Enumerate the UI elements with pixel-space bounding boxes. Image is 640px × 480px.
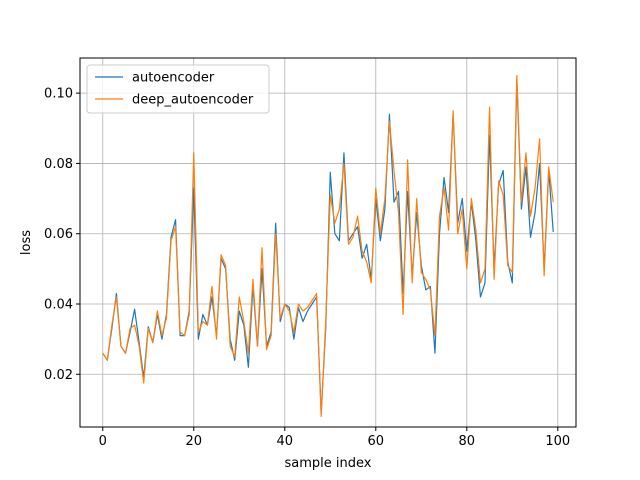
axis-ticks: 0 20 40 60 80 100 0.02 0.04 0.06 0.08 0.10 (44, 87, 570, 449)
x-tick-label: 100 (545, 434, 570, 449)
legend-label-deep-autoencoder: deep_autoencoder (132, 93, 254, 108)
legend-label-autoencoder: autoencoder (132, 71, 215, 86)
legend-box (86, 64, 270, 114)
plot-frame (79, 57, 577, 428)
x-tick-label: 60 (368, 434, 385, 449)
grid-lines (80, 58, 576, 427)
y-tick-label: 0.10 (44, 87, 73, 102)
series-lines (102, 74, 554, 418)
x-tick-label: 40 (276, 434, 293, 449)
series-line-deep-autoencoder (102, 74, 554, 418)
y-tick-label: 0.06 (44, 227, 73, 242)
y-tick-label: 0.04 (44, 298, 73, 313)
legend: autoencoder deep_autoencoder (86, 64, 270, 114)
y-tick-label: 0.08 (44, 157, 73, 172)
y-axis-label: loss (19, 230, 34, 255)
x-axis-label: sample index (285, 456, 372, 471)
x-tick-label: 0 (99, 434, 107, 449)
y-tick-label: 0.02 (44, 368, 73, 383)
x-tick-label: 20 (185, 434, 202, 449)
x-tick-label: 80 (459, 434, 476, 449)
